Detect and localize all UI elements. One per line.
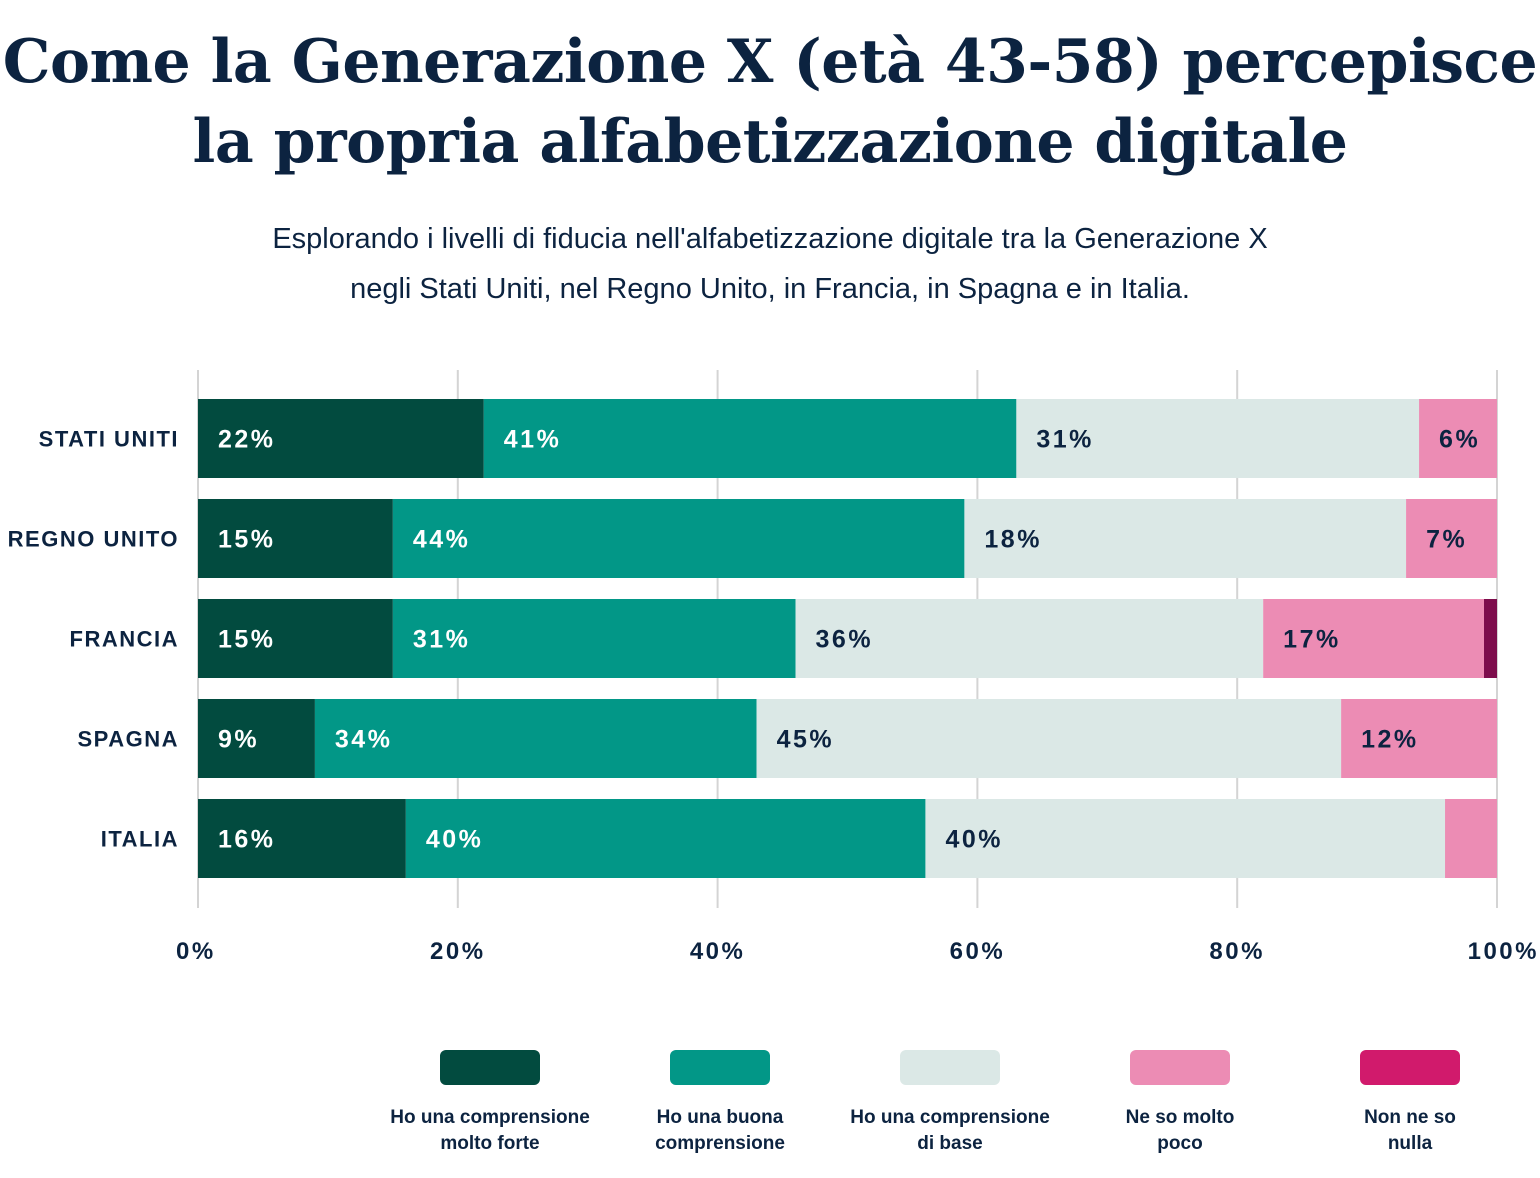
chart-title: Come la Generazione X (età 43-58) percep… <box>0 22 1540 182</box>
legend-swatch <box>1130 1050 1230 1085</box>
legend-label-line-2: nulla <box>1387 1133 1433 1154</box>
row-label: FRANCIA <box>70 627 180 652</box>
row-label: ITALIA <box>101 827 179 852</box>
data-label: 31% <box>413 626 471 654</box>
bar-segment <box>925 799 1446 878</box>
bar-segment <box>1016 399 1420 478</box>
legend-item: Non ne so nulla <box>1295 1050 1525 1157</box>
legend-label-line-2: di base <box>917 1133 983 1154</box>
data-label: 40% <box>945 826 1003 854</box>
legend-label-line-1: Ho una buona <box>656 1107 784 1128</box>
legend-item: Ho una comprensione di base <box>835 1050 1065 1157</box>
x-tick-label: 100% <box>1468 938 1539 965</box>
bar-segment <box>405 799 926 878</box>
chart-subtitle: Esplorando i livelli di fiducia nell'alf… <box>170 214 1370 314</box>
chart-subtitle-line-2: negli Stati Uniti, nel Regno Unito, in F… <box>350 273 1190 305</box>
data-label: 45% <box>777 726 835 754</box>
legend-label: Ho una comprensione di base <box>835 1105 1065 1157</box>
legend-label-line-1: Ho una comprensione <box>390 1107 590 1128</box>
legend-label: Ho una comprensione molto forte <box>375 1105 605 1157</box>
bar-segment <box>795 599 1264 678</box>
x-tick-label: 60% <box>950 938 1006 965</box>
x-tick-label: 20% <box>430 938 486 965</box>
bar-segment <box>756 699 1342 778</box>
legend-item: Ne so molto poco <box>1065 1050 1295 1157</box>
bar-segment <box>198 399 484 478</box>
data-label: 15% <box>218 526 276 554</box>
data-label: 36% <box>816 626 874 654</box>
legend-swatch <box>670 1050 770 1085</box>
x-axis-tick-labels: 0% 20% 40% 60% 80% 100% <box>176 938 1539 965</box>
legend-label-line-2: poco <box>1157 1133 1203 1154</box>
legend-swatch <box>900 1050 1000 1085</box>
data-label: 34% <box>335 726 393 754</box>
bar-segment <box>1419 399 1497 478</box>
x-tick-label: 40% <box>690 938 746 965</box>
bar-segment <box>198 499 393 578</box>
bar-segment <box>198 699 315 778</box>
legend-label: Non ne so nulla <box>1295 1105 1525 1157</box>
bar-segment <box>483 399 1017 478</box>
chart-title-line-2: la propria alfabetizzazione digitale <box>192 107 1348 177</box>
row-labels: STATI UNITI REGNO UNITO FRANCIA SPAGNA ITALI… <box>8 427 180 852</box>
chart-title-line-1: Come la Generazione X (età 43-58) percep… <box>2 27 1538 97</box>
bar-segment <box>1484 599 1497 678</box>
legend-swatch <box>1360 1050 1460 1085</box>
legend-swatch <box>440 1050 540 1085</box>
bar-segment <box>198 599 393 678</box>
x-tick-label: 80% <box>1209 938 1265 965</box>
data-label: 6% <box>1439 426 1480 454</box>
bar-segment <box>1263 599 1485 678</box>
bar-segment <box>198 799 406 878</box>
bar-segment <box>392 499 965 578</box>
bar-segment <box>392 599 796 678</box>
legend-item: Ho una comprensione molto forte <box>375 1050 605 1157</box>
legend: Ho una comprensione molto forte Ho una buo… <box>375 1050 1540 1170</box>
bar-segment <box>1445 799 1497 878</box>
data-label: 44% <box>413 526 471 554</box>
data-label: 40% <box>426 826 484 854</box>
bar-segment <box>1341 699 1497 778</box>
data-label: 22% <box>218 426 276 454</box>
stacked-bar-chart: 22% 41% 31% 6% 15% 44% 18% 7% 15% 31% 36% 17% 9% 34% 4… <box>8 370 1539 965</box>
legend-label: Ho una buona comprensione <box>605 1105 835 1157</box>
legend-label-line-2: molto forte <box>440 1133 540 1154</box>
legend-label: Ne so molto poco <box>1065 1105 1295 1157</box>
legend-label-line-1: Ho una comprensione <box>850 1107 1050 1128</box>
data-label: 16% <box>218 826 276 854</box>
row-label: REGNO UNITO <box>8 527 179 552</box>
data-label: 7% <box>1426 526 1467 554</box>
data-label: 15% <box>218 626 276 654</box>
legend-label-line-1: Non ne so <box>1364 1107 1456 1128</box>
data-label: 18% <box>984 526 1042 554</box>
row-label: SPAGNA <box>78 727 180 752</box>
data-label: 41% <box>504 426 562 454</box>
bar-segment <box>964 499 1407 578</box>
x-tick-label: 0% <box>176 938 216 965</box>
bar-segments: 22% 41% 31% 6% 15% 44% 18% 7% 15% 31% 36% 17% 9% 34% 4… <box>198 399 1497 878</box>
legend-item: Ho una buona comprensione <box>605 1050 835 1157</box>
data-label: 31% <box>1036 426 1094 454</box>
data-label: 12% <box>1361 726 1419 754</box>
bar-segment <box>314 699 757 778</box>
chart-subtitle-line-1: Esplorando i livelli di fiducia nell'alf… <box>272 223 1268 255</box>
legend-label-line-1: Ne so molto <box>1125 1107 1235 1128</box>
legend-label-line-2: comprensione <box>655 1133 785 1154</box>
row-label: STATI UNITI <box>39 427 179 452</box>
data-label: 17% <box>1283 626 1341 654</box>
data-label: 9% <box>218 726 259 754</box>
bar-segment <box>1406 499 1497 578</box>
